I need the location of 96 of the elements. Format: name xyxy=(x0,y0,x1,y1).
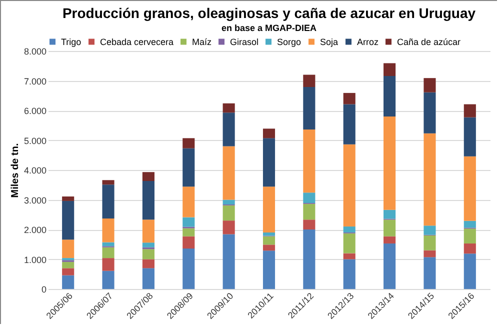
bar xyxy=(262,138,276,187)
bar xyxy=(343,259,356,289)
y-tick-label: 2.000 xyxy=(24,225,46,235)
bar xyxy=(142,249,154,260)
bar xyxy=(384,210,396,219)
legend-label: Trigo xyxy=(61,36,82,47)
bar xyxy=(303,230,316,289)
bar xyxy=(222,205,235,221)
bar xyxy=(303,130,316,193)
bar xyxy=(102,184,114,218)
legend-label: Caña de azúcar xyxy=(397,36,461,47)
bar xyxy=(384,76,396,116)
bar xyxy=(464,228,476,244)
bar xyxy=(222,200,235,205)
bar xyxy=(384,243,396,289)
bar xyxy=(343,104,356,144)
bar xyxy=(262,250,276,289)
bar xyxy=(384,116,396,210)
legend-label: Cebada cervecera xyxy=(100,36,174,47)
bar xyxy=(343,92,356,104)
bar xyxy=(102,218,114,242)
bar xyxy=(222,112,235,146)
bar xyxy=(142,172,154,182)
bar xyxy=(62,262,74,268)
bar xyxy=(182,236,195,249)
bar xyxy=(303,204,316,220)
bar xyxy=(464,243,476,254)
bar xyxy=(142,259,154,268)
bar xyxy=(222,234,235,289)
bar xyxy=(182,228,195,236)
bar xyxy=(62,200,74,240)
bar xyxy=(343,226,356,232)
bar xyxy=(424,257,436,289)
bar xyxy=(464,254,476,289)
bar xyxy=(182,148,195,187)
bar xyxy=(303,74,316,87)
bar xyxy=(343,253,356,260)
bar xyxy=(222,103,235,113)
bar xyxy=(62,196,74,201)
bar xyxy=(102,180,114,185)
bar xyxy=(142,268,154,289)
bar xyxy=(303,220,316,230)
bar xyxy=(262,186,276,232)
legend-label: Girasol xyxy=(230,36,259,47)
bar xyxy=(384,220,396,236)
bar xyxy=(182,248,195,289)
bar xyxy=(464,156,476,221)
bar xyxy=(384,63,396,76)
y-tick-label: 3.000 xyxy=(24,195,46,206)
chart-title: Producción granos, oleaginosas y caña de azucar en Uruguay xyxy=(62,5,476,21)
bar xyxy=(343,144,356,227)
bar xyxy=(424,133,436,226)
y-axis-title: Miles de tn. xyxy=(10,143,21,198)
bar xyxy=(464,104,476,118)
bar xyxy=(102,242,114,246)
bar xyxy=(464,117,476,156)
bar xyxy=(142,181,154,220)
bar xyxy=(142,242,154,248)
bar xyxy=(182,217,195,227)
bar xyxy=(262,244,276,251)
legend-label: Sorgo xyxy=(277,36,302,47)
bar xyxy=(62,275,74,289)
bar xyxy=(303,87,316,130)
bar xyxy=(262,232,276,236)
y-tick-label: 5.000 xyxy=(24,136,46,146)
bar xyxy=(62,240,74,258)
bar xyxy=(424,235,436,250)
bar xyxy=(182,186,195,218)
y-tick-label: 0 xyxy=(41,284,46,294)
legend-label: Maíz xyxy=(192,36,212,47)
y-tick-label: 6.000 xyxy=(24,106,46,116)
bar xyxy=(424,250,436,258)
y-tick-label: 1.000 xyxy=(24,254,46,265)
legend-label: Soja xyxy=(320,36,338,47)
bar xyxy=(182,138,195,148)
bar xyxy=(102,258,114,271)
bar xyxy=(102,270,114,289)
y-tick-label: 7.000 xyxy=(24,76,46,86)
bar xyxy=(102,247,114,258)
bar xyxy=(464,220,476,228)
legend-label: Arroz xyxy=(357,36,379,47)
bar xyxy=(62,268,74,276)
bar xyxy=(142,220,154,243)
y-tick-label: 8.000 xyxy=(24,46,46,56)
bar xyxy=(303,192,316,204)
bar xyxy=(424,226,436,235)
chart-subtitle: en base a MGAP-DIEA xyxy=(221,23,318,33)
bar xyxy=(424,78,436,92)
y-tick-label: 4.000 xyxy=(24,166,46,176)
bar xyxy=(343,233,356,254)
bar xyxy=(384,236,396,244)
bar xyxy=(262,128,276,138)
bar xyxy=(262,236,276,245)
bar xyxy=(222,146,235,200)
bar xyxy=(424,92,436,134)
bar xyxy=(222,220,235,234)
